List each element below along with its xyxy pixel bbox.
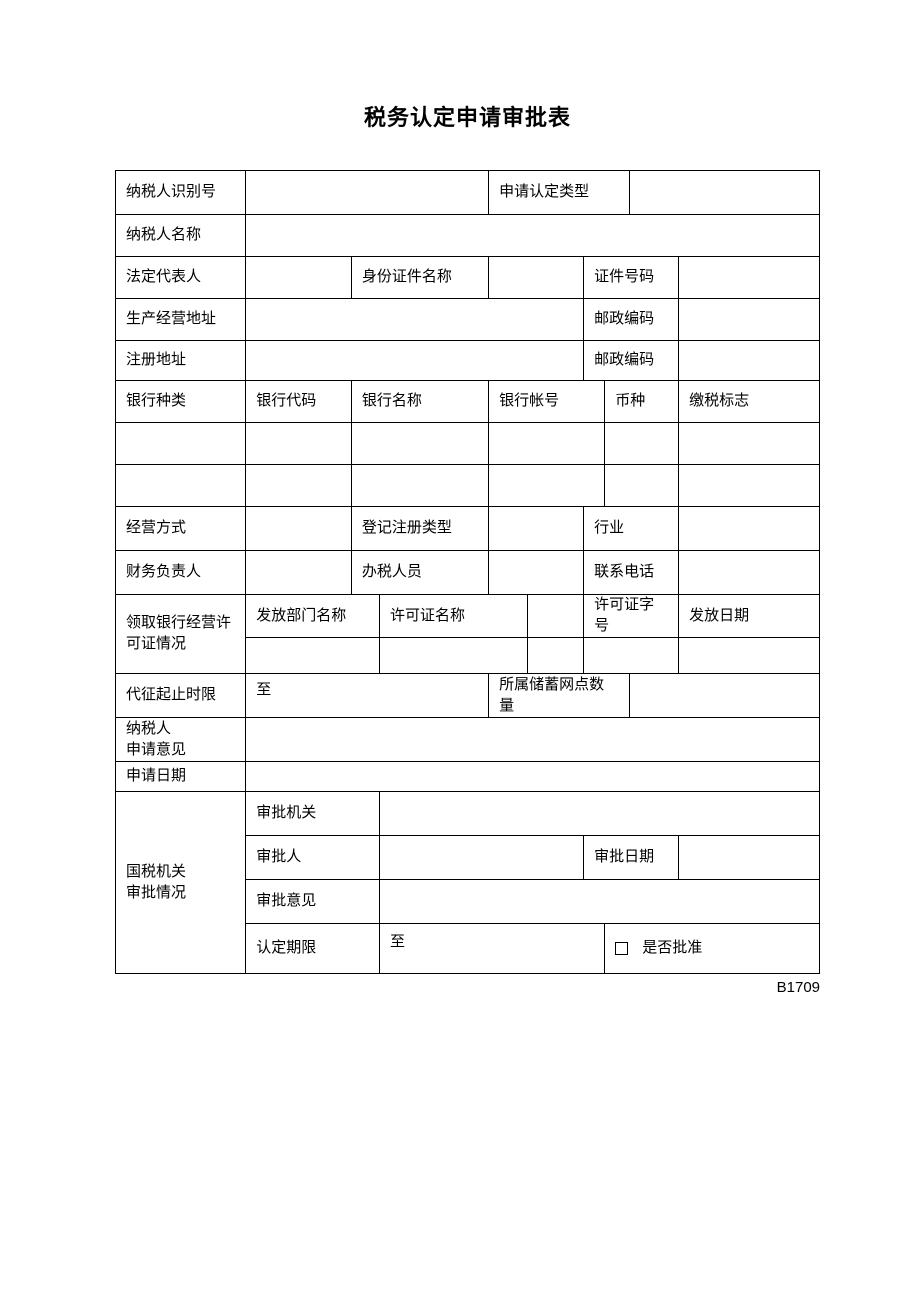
label-reg-type: 登记注册类型 [351, 507, 488, 551]
label-recognition-period: 认定期限 [246, 924, 380, 974]
value-bank-code-2 [246, 465, 352, 507]
label-id-doc-name: 身份证件名称 [351, 257, 488, 299]
label-business-mode: 经营方式 [116, 507, 246, 551]
value-tax-flag-1 [679, 423, 820, 465]
value-license-name [379, 638, 527, 674]
label-application-date: 申请日期 [116, 762, 246, 792]
label-bank-account: 银行帐号 [489, 381, 605, 423]
label-bank-license: 领取银行经营许可证情况 [116, 595, 246, 674]
label-approval-authority: 审批机关 [246, 792, 380, 836]
value-issuing-dept [246, 638, 380, 674]
value-taxpayer-id [246, 171, 489, 215]
value-currency-2 [605, 465, 679, 507]
label-license-number: 许可证字号 [584, 595, 679, 638]
value-industry [679, 507, 820, 551]
label-approver: 审批人 [246, 836, 380, 880]
label-tax-staff: 办税人员 [351, 551, 488, 595]
label-industry: 行业 [584, 507, 679, 551]
value-license-blank [527, 638, 583, 674]
label-issuing-dept: 发放部门名称 [246, 595, 380, 638]
value-reg-address [246, 341, 584, 381]
value-postal-code-2 [679, 341, 820, 381]
value-bank-type-1 [116, 423, 246, 465]
value-approval-authority [379, 792, 819, 836]
label-contact-phone: 联系电话 [584, 551, 679, 595]
label-bank-type: 银行种类 [116, 381, 246, 423]
value-currency-1 [605, 423, 679, 465]
label-approval-date: 审批日期 [584, 836, 679, 880]
value-bank-account-1 [489, 423, 605, 465]
value-tax-flag-2 [679, 465, 820, 507]
value-issue-date [679, 638, 820, 674]
label-taxpayer-name: 纳税人名称 [116, 215, 246, 257]
label-postal-code-1: 邮政编码 [584, 299, 679, 341]
checkbox-icon[interactable] [615, 942, 628, 955]
label-approval-opinion: 审批意见 [246, 880, 380, 924]
label-legal-rep: 法定代表人 [116, 257, 246, 299]
value-bank-name-2 [351, 465, 488, 507]
value-taxpayer-opinion [246, 718, 820, 762]
label-bank-code: 银行代码 [246, 381, 352, 423]
label-finance-manager: 财务负责人 [116, 551, 246, 595]
label-id-number: 证件号码 [584, 257, 679, 299]
label-collection-period: 代征起止时限 [116, 674, 246, 718]
form-code: B1709 [115, 979, 820, 996]
label-license-name: 许可证名称 [379, 595, 527, 638]
value-approval-opinion [379, 880, 819, 924]
value-finance-manager [246, 551, 352, 595]
value-application-type [629, 171, 819, 215]
label-is-approved: 是否批准 [605, 924, 820, 974]
value-license-number [584, 638, 679, 674]
value-bank-code-1 [246, 423, 352, 465]
value-contact-phone [679, 551, 820, 595]
value-collection-period: 至 [246, 674, 489, 718]
label-savings-outlets: 所属储蓄网点数量 [489, 674, 630, 718]
label-reg-address: 注册地址 [116, 341, 246, 381]
value-taxpayer-name [246, 215, 820, 257]
value-license-name-blank [527, 595, 583, 638]
label-issue-date: 发放日期 [679, 595, 820, 638]
label-postal-code-2: 邮政编码 [584, 341, 679, 381]
approval-form-table: 纳税人识别号 申请认定类型 纳税人名称 法定代表人 身份证件名称 证件号码 生产… [115, 170, 820, 974]
value-tax-staff [489, 551, 584, 595]
value-savings-outlets [629, 674, 819, 718]
value-business-address [246, 299, 584, 341]
value-bank-name-1 [351, 423, 488, 465]
value-bank-account-2 [489, 465, 605, 507]
label-taxpayer-id: 纳税人识别号 [116, 171, 246, 215]
label-bank-name: 银行名称 [351, 381, 488, 423]
label-business-address: 生产经营地址 [116, 299, 246, 341]
label-tax-flag: 缴税标志 [679, 381, 820, 423]
value-approval-date [679, 836, 820, 880]
label-application-type: 申请认定类型 [489, 171, 630, 215]
label-tax-authority: 国税机关审批情况 [116, 792, 246, 974]
value-legal-rep [246, 257, 352, 299]
value-application-date [246, 762, 820, 792]
value-bank-type-2 [116, 465, 246, 507]
value-recognition-period: 至 [379, 924, 604, 974]
value-id-number [679, 257, 820, 299]
label-taxpayer-opinion: 纳税人申请意见 [116, 718, 246, 762]
form-title: 税务认定申请审批表 [115, 100, 820, 132]
value-reg-type [489, 507, 584, 551]
value-id-doc-name [489, 257, 584, 299]
label-currency: 币种 [605, 381, 679, 423]
value-business-mode [246, 507, 352, 551]
value-approver [379, 836, 583, 880]
value-postal-code-1 [679, 299, 820, 341]
